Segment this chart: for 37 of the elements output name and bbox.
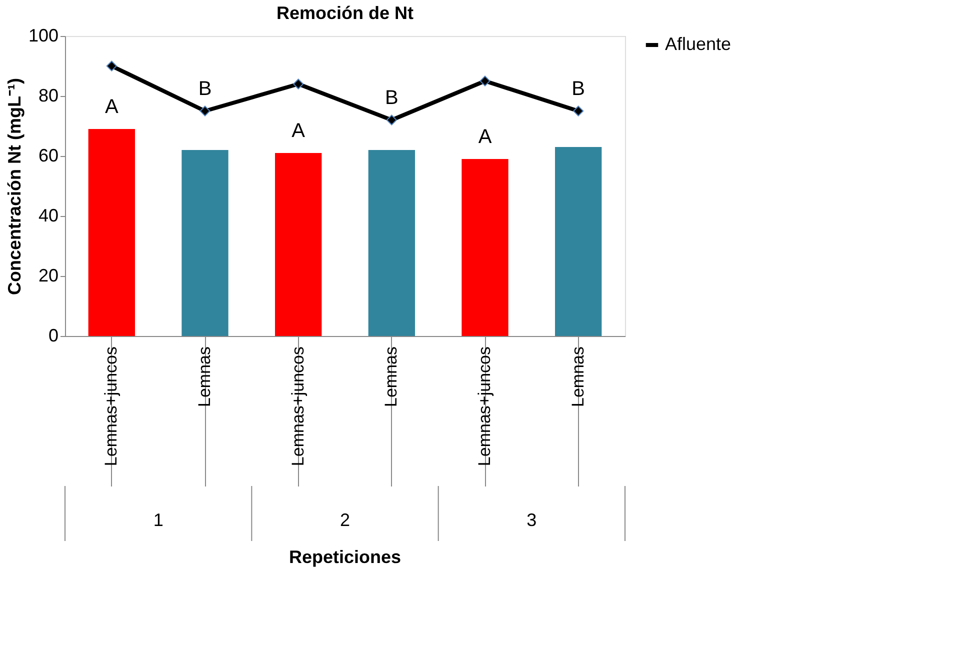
point bbox=[200, 106, 210, 116]
bar bbox=[275, 153, 322, 336]
y-tick-label: 100 bbox=[28, 26, 58, 46]
point bbox=[106, 60, 117, 72]
point bbox=[293, 78, 304, 90]
y-tick-label: 40 bbox=[38, 206, 58, 226]
y-tick-label: 0 bbox=[48, 326, 58, 346]
annotation: A bbox=[292, 120, 306, 142]
bar bbox=[368, 150, 415, 336]
annotation: B bbox=[572, 78, 586, 100]
text: 3 bbox=[526, 510, 537, 530]
y-tick-label: 80 bbox=[38, 86, 58, 106]
point bbox=[386, 114, 397, 126]
text: 2 bbox=[340, 510, 350, 530]
y-tick-label: 20 bbox=[38, 266, 58, 286]
chart-title: Remoción de Nt bbox=[276, 3, 414, 23]
x-axis-title: Repeticiones bbox=[288, 547, 402, 567]
point bbox=[480, 76, 490, 86]
y-tick-label: 60 bbox=[38, 146, 58, 166]
x-tick-label: Lemnas bbox=[568, 346, 588, 407]
annotation: B bbox=[198, 78, 212, 100]
annotation: A bbox=[104, 96, 119, 118]
annotation: A bbox=[478, 126, 492, 148]
annotation: B bbox=[384, 87, 398, 109]
x-tick-label: Lemnas+juncos bbox=[102, 346, 121, 466]
bar bbox=[555, 147, 602, 336]
x-tick-label: Lemnas bbox=[195, 346, 214, 407]
x-tick-label: Lemnas+juncos bbox=[475, 346, 494, 466]
x-tick-label: Lemnas+juncos bbox=[288, 346, 308, 466]
y-axis-title: Concentración Nt (mgL⁻¹) bbox=[4, 78, 24, 295]
legend-label: Afluente bbox=[665, 34, 732, 54]
bar bbox=[462, 159, 508, 336]
bar bbox=[88, 129, 135, 336]
point bbox=[573, 106, 584, 116]
x-tick-label: Lemnas bbox=[382, 346, 401, 407]
bar bbox=[182, 150, 228, 336]
text: 1 bbox=[153, 510, 164, 530]
